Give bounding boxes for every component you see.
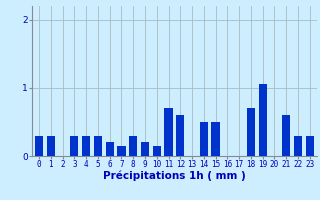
Bar	[117, 146, 125, 156]
Bar	[94, 136, 102, 156]
Bar	[259, 84, 267, 156]
Bar	[200, 122, 208, 156]
Bar	[129, 136, 137, 156]
X-axis label: Précipitations 1h ( mm ): Précipitations 1h ( mm )	[103, 171, 246, 181]
Bar	[141, 142, 149, 156]
Bar	[176, 115, 184, 156]
Bar	[212, 122, 220, 156]
Bar	[294, 136, 302, 156]
Bar	[306, 136, 314, 156]
Bar	[282, 115, 290, 156]
Bar	[153, 146, 161, 156]
Bar	[82, 136, 90, 156]
Bar	[164, 108, 172, 156]
Bar	[47, 136, 55, 156]
Bar	[106, 142, 114, 156]
Bar	[70, 136, 78, 156]
Bar	[35, 136, 43, 156]
Bar	[247, 108, 255, 156]
